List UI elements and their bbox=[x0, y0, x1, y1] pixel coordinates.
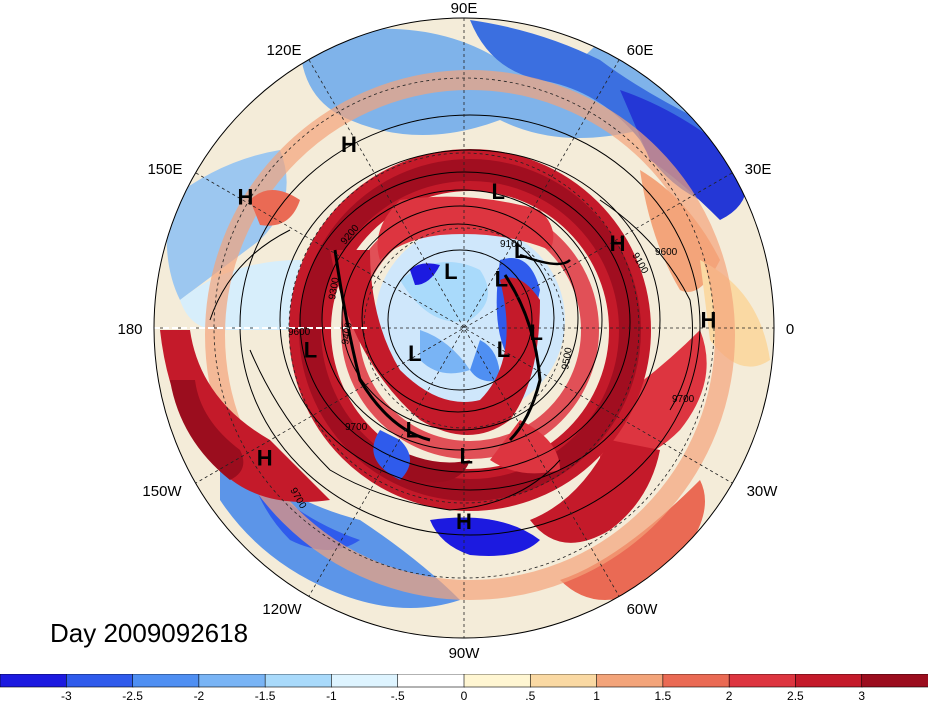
colorbar-swatch bbox=[331, 674, 399, 688]
contour-label: 9500 bbox=[560, 346, 575, 370]
contour-label: 9400 bbox=[340, 321, 355, 345]
lon-label-60e: 60E bbox=[627, 42, 654, 59]
colorbar: -3 -2.5 -2 -1.5 -1 -.5 0 .5 1 1.5 2 2.5 3 bbox=[0, 674, 928, 702]
colorbar-tick-label: 2 bbox=[726, 689, 733, 702]
low-pressure-marker: L bbox=[459, 443, 472, 468]
low-pressure-marker: L bbox=[444, 259, 457, 284]
high-pressure-marker: H bbox=[700, 308, 716, 333]
high-pressure-marker: H bbox=[238, 185, 254, 210]
low-pressure-marker: L bbox=[514, 238, 527, 263]
contour-label: 9700 bbox=[672, 394, 695, 405]
lon-label-90w: 90W bbox=[449, 645, 481, 662]
low-pressure-marker: L bbox=[406, 417, 419, 442]
colorbar-swatch bbox=[662, 674, 730, 688]
high-pressure-marker: H bbox=[610, 231, 626, 256]
colorbar-swatch bbox=[198, 674, 266, 688]
colorbar-tick-label: 3 bbox=[858, 689, 865, 702]
low-pressure-marker: L bbox=[497, 337, 510, 362]
lon-label-150e: 150E bbox=[147, 161, 182, 178]
colorbar-swatch bbox=[0, 674, 68, 688]
lon-label-180: 180 bbox=[117, 321, 142, 338]
low-pressure-marker: L bbox=[529, 320, 542, 345]
colorbar-swatch bbox=[529, 674, 598, 688]
colorbar-tick-label: 1 bbox=[593, 689, 600, 702]
contour-label: 9700 bbox=[345, 422, 368, 433]
colorbar-swatch bbox=[65, 674, 134, 688]
colorbar-swatch bbox=[795, 674, 863, 688]
colorbar-swatch bbox=[596, 674, 664, 688]
colorbar-swatch bbox=[397, 674, 465, 688]
low-pressure-marker: L bbox=[408, 341, 421, 366]
colorbar-tick-label: -3 bbox=[61, 689, 72, 702]
inner-red-band bbox=[330, 250, 540, 435]
colorbar-tick-label: -1.5 bbox=[255, 689, 276, 702]
colorbar-swatch bbox=[463, 674, 532, 688]
geopotential-contours bbox=[209, 114, 701, 536]
colorbar-tick-label: -1 bbox=[326, 689, 337, 702]
high-pressure-marker: H bbox=[341, 132, 357, 157]
colorbar-swatch bbox=[132, 674, 200, 688]
lon-label-120e: 120E bbox=[266, 42, 301, 59]
colorbar-swatch bbox=[264, 674, 333, 688]
colorbar-tick-label: -.5 bbox=[391, 689, 405, 702]
lon-label-60w: 60W bbox=[627, 601, 659, 618]
lon-label-30w: 30W bbox=[747, 483, 779, 500]
colorbar-swatch bbox=[728, 674, 797, 688]
low-pressure-marker: L bbox=[304, 338, 317, 363]
colorbar-tick-label: -2 bbox=[194, 689, 205, 702]
polar-map: 9100 9100 9200 9300 9400 9500 9600 9600 … bbox=[117, 0, 794, 662]
low-pressure-marker: L bbox=[491, 179, 504, 204]
contour-label: 9100 bbox=[500, 239, 523, 250]
colorbar-tick-label: .5 bbox=[525, 689, 535, 702]
longitude-labels: 90E 60E 30E 0 30W 60W 90W 120W 150W 180 … bbox=[117, 0, 794, 662]
map-boundary bbox=[153, 17, 775, 639]
high-pressure-marker: H bbox=[456, 509, 472, 534]
lon-label-120w: 120W bbox=[262, 601, 302, 618]
map-title: Day 2009092618 bbox=[50, 618, 249, 648]
contour-label: 9600 bbox=[655, 247, 678, 258]
high-pressure-marker: H bbox=[257, 445, 273, 470]
contour-label: 9600 bbox=[288, 327, 311, 338]
low-pressure-marker: L bbox=[495, 267, 508, 292]
lon-label-30e: 30E bbox=[745, 161, 772, 178]
outer-red-ring bbox=[160, 70, 735, 600]
lon-label-150w: 150W bbox=[142, 483, 182, 500]
colorbar-tick-label: 2.5 bbox=[787, 689, 804, 702]
lon-label-90e: 90E bbox=[451, 0, 478, 17]
colorbar-swatch bbox=[861, 674, 928, 688]
colorbar-tick-label: 0 bbox=[461, 689, 468, 702]
colorbar-tick-label: 1.5 bbox=[655, 689, 672, 702]
contour-label: 9300 bbox=[327, 276, 342, 300]
lon-label-0: 0 bbox=[786, 321, 794, 338]
colorbar-tick-label: -2.5 bbox=[122, 689, 143, 702]
